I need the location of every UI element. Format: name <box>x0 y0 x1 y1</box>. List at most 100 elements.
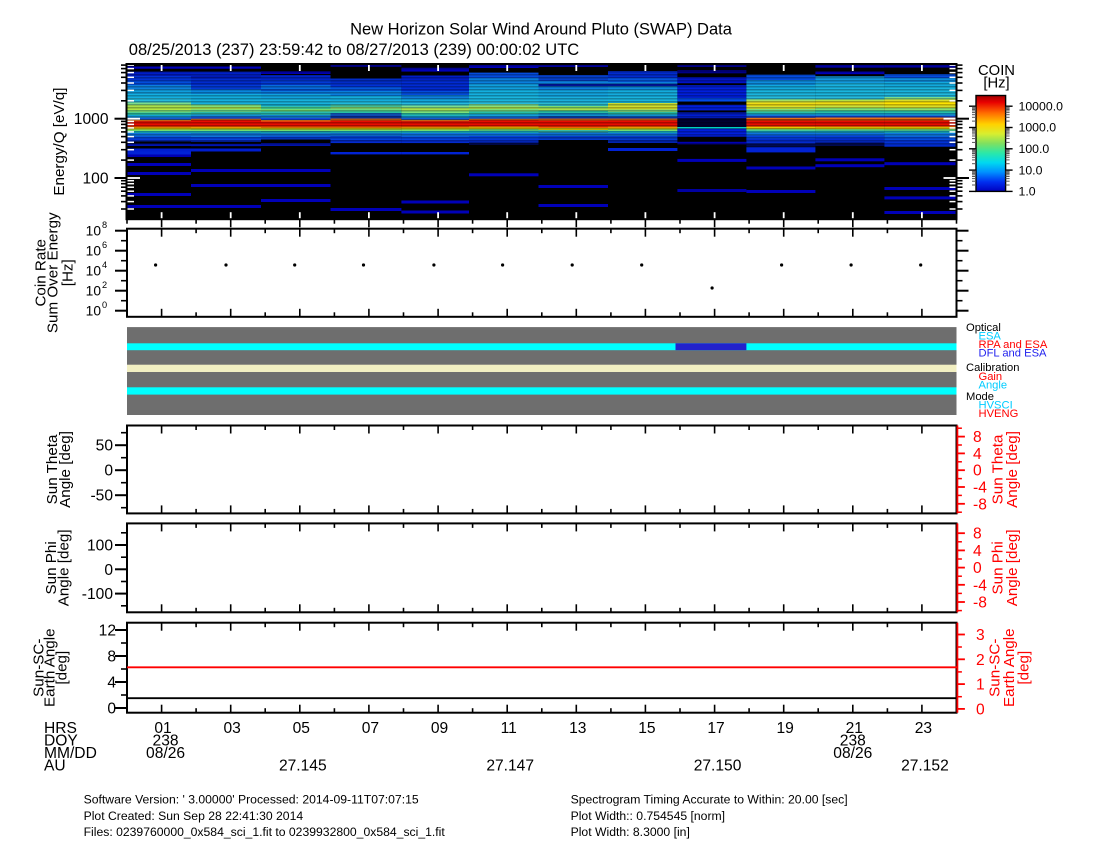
svg-text:1: 1 <box>976 677 985 694</box>
svg-text:Plot Created: Sun Sep 28 22:41: Plot Created: Sun Sep 28 22:41:30 2014 <box>84 809 304 823</box>
svg-text:10: 10 <box>86 264 102 279</box>
svg-text:4: 4 <box>102 260 107 270</box>
svg-text:New Horizon Solar Wind Around: New Horizon Solar Wind Around Pluto (SWA… <box>350 21 733 39</box>
svg-text:Sun Phi: Sun Phi <box>990 541 1007 594</box>
svg-text:Energy/Q [eV/q]: Energy/Q [eV/q] <box>51 88 68 196</box>
svg-text:8: 8 <box>102 220 107 230</box>
svg-text:08/25/2013 (237) 23:59:42 to 0: 08/25/2013 (237) 23:59:42 to 08/27/2013 … <box>129 41 579 59</box>
svg-text:10: 10 <box>86 304 102 319</box>
svg-text:2: 2 <box>976 652 985 669</box>
svg-text:[deg]: [deg] <box>1016 651 1033 685</box>
svg-text:HVSCI: HVSCI <box>979 400 1013 412</box>
svg-text:27.147: 27.147 <box>486 758 534 775</box>
svg-text:ESA: ESA <box>979 331 1002 343</box>
svg-text:Sum Over Energy: Sum Over Energy <box>45 212 62 333</box>
svg-text:HRS: HRS <box>44 720 77 737</box>
svg-text:50: 50 <box>96 438 114 455</box>
svg-text:8: 8 <box>973 526 982 543</box>
svg-text:238: 238 <box>840 732 866 749</box>
svg-text:Sun Theta: Sun Theta <box>44 434 61 504</box>
svg-text:RPA and ESA: RPA and ESA <box>979 339 1048 351</box>
svg-text:27.150: 27.150 <box>694 758 742 775</box>
svg-text:Sun-SC-: Sun-SC- <box>987 639 1004 697</box>
svg-text:DOY: DOY <box>44 732 78 749</box>
svg-text:09: 09 <box>431 720 448 737</box>
svg-text:COIN: COIN <box>978 63 1015 79</box>
svg-text:27.145: 27.145 <box>279 758 327 775</box>
svg-text:0: 0 <box>102 300 107 310</box>
svg-text:4: 4 <box>973 446 982 463</box>
svg-text:-50: -50 <box>90 488 113 505</box>
svg-text:Sun Phi: Sun Phi <box>43 541 60 594</box>
svg-text:10000.0: 10000.0 <box>1019 99 1064 113</box>
svg-text:MM/DD: MM/DD <box>44 745 97 762</box>
svg-text:[Hz]: [Hz] <box>60 259 77 286</box>
svg-text:-100: -100 <box>82 586 114 603</box>
svg-text:-8: -8 <box>973 496 987 513</box>
svg-text:Spectrogram Timing Accurate to: Spectrogram Timing Accurate to Within: 2… <box>571 792 848 806</box>
svg-text:27.152: 27.152 <box>901 758 949 775</box>
svg-text:Angle [deg]: Angle [deg] <box>1004 529 1021 606</box>
svg-text:100: 100 <box>87 538 113 555</box>
svg-text:[Hz]: [Hz] <box>983 76 1009 92</box>
svg-text:08/26: 08/26 <box>146 745 185 762</box>
svg-text:8: 8 <box>107 649 116 666</box>
svg-text:0: 0 <box>976 701 985 718</box>
svg-text:AU: AU <box>44 758 66 775</box>
svg-text:13: 13 <box>569 720 586 737</box>
svg-text:03: 03 <box>224 720 241 737</box>
svg-text:Angle [deg]: Angle [deg] <box>56 529 73 606</box>
svg-text:Sun Theta: Sun Theta <box>990 434 1007 504</box>
svg-text:Files: 0239760000_0x584_sci_1.: Files: 0239760000_0x584_sci_1.fit to 023… <box>84 825 446 839</box>
svg-text:Angle: Angle <box>979 379 1008 391</box>
svg-text:19: 19 <box>777 720 794 737</box>
svg-text:07: 07 <box>362 720 379 737</box>
svg-text:01: 01 <box>154 720 171 737</box>
svg-text:17: 17 <box>707 720 724 737</box>
svg-text:3: 3 <box>976 627 985 644</box>
svg-text:10: 10 <box>86 224 102 239</box>
svg-text:10: 10 <box>86 244 102 259</box>
svg-text:4: 4 <box>107 675 116 692</box>
svg-text:0: 0 <box>107 701 116 718</box>
svg-text:Plot Width:: 0.754545 [norm]: Plot Width:: 0.754545 [norm] <box>571 809 725 823</box>
svg-text:4: 4 <box>973 543 982 560</box>
svg-text:15: 15 <box>638 720 656 737</box>
svg-text:1000: 1000 <box>74 111 109 128</box>
svg-text:Sun-SC-: Sun-SC- <box>31 639 48 697</box>
svg-text:100.0: 100.0 <box>1019 142 1050 156</box>
svg-text:0: 0 <box>104 562 113 579</box>
svg-text:Angle [deg]: Angle [deg] <box>1004 431 1021 508</box>
svg-text:0: 0 <box>973 560 982 577</box>
svg-text:HVENG: HVENG <box>979 408 1019 420</box>
svg-text:8: 8 <box>973 429 982 446</box>
svg-text:-4: -4 <box>973 577 987 594</box>
svg-text:10: 10 <box>86 284 102 299</box>
svg-text:Angle [deg]: Angle [deg] <box>57 431 74 508</box>
svg-text:Coin Rate: Coin Rate <box>33 239 50 307</box>
svg-text:100: 100 <box>82 171 108 188</box>
svg-text:12: 12 <box>99 623 116 640</box>
svg-text:Software Version: ' 3.00000': Software Version: ' 3.00000' Processed: … <box>84 792 419 806</box>
svg-text:Plot Width: 8.3000 [in]: Plot Width: 8.3000 [in] <box>571 825 690 839</box>
svg-text:0: 0 <box>973 463 982 480</box>
svg-text:Earth Angle: Earth Angle <box>42 628 59 707</box>
svg-text:DFL and ESA: DFL and ESA <box>979 348 1048 360</box>
svg-text:21: 21 <box>846 720 863 737</box>
svg-text:Calibration: Calibration <box>966 362 1019 374</box>
svg-text:05: 05 <box>293 720 311 737</box>
svg-text:10.0: 10.0 <box>1019 163 1043 177</box>
svg-text:-4: -4 <box>973 480 987 497</box>
svg-text:1.0: 1.0 <box>1019 185 1036 199</box>
svg-text:0: 0 <box>104 463 113 480</box>
svg-text:2: 2 <box>102 280 107 290</box>
svg-text:238: 238 <box>153 732 179 749</box>
svg-text:6: 6 <box>102 240 107 250</box>
svg-text:1000.0: 1000.0 <box>1019 121 1057 135</box>
svg-text:Mode: Mode <box>966 391 994 403</box>
svg-text:23: 23 <box>915 720 932 737</box>
svg-text:Gain: Gain <box>979 371 1003 383</box>
svg-text:Earth Angle: Earth Angle <box>1001 628 1018 707</box>
svg-text:-8: -8 <box>973 595 987 612</box>
svg-text:Optical: Optical <box>966 322 1001 334</box>
